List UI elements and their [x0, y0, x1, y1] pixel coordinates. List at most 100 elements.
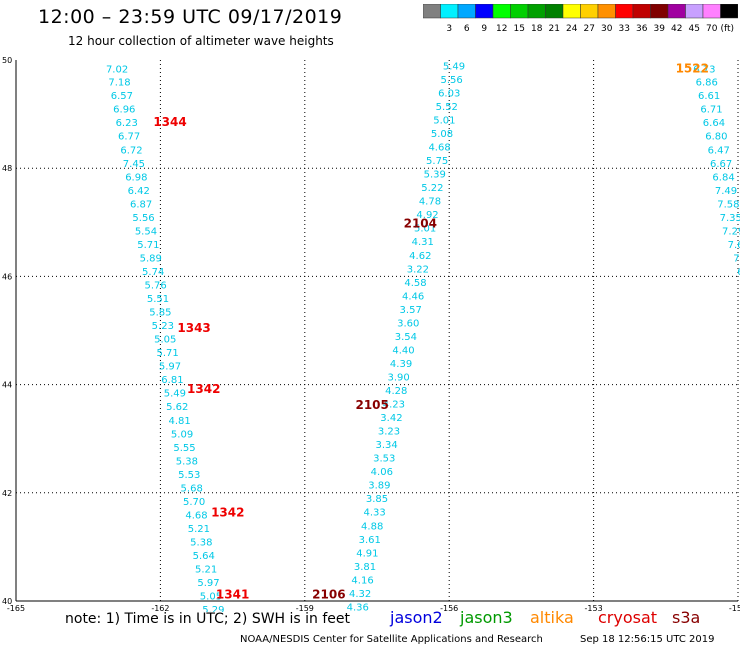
swh-value-label: 6.47	[708, 145, 730, 156]
swh-value-label: 5.08	[431, 129, 453, 140]
swh-value-label: 6.42	[128, 186, 150, 197]
swh-value-label: 4.68	[185, 510, 207, 521]
footer-note: note: 1) Time is in UTC; 2) SWH is in fe…	[65, 611, 351, 627]
swh-value-label: 4.62	[409, 251, 431, 262]
colorbar-label: 33	[619, 24, 630, 34]
swh-value-label: 5.49	[164, 389, 186, 400]
swh-value-label: 5.56	[132, 213, 154, 224]
pass-time-label: 1342	[211, 505, 244, 519]
swh-value-label: 3.34	[375, 440, 397, 451]
colorbar-label: 6	[464, 24, 470, 34]
x-tick-label: -165	[7, 604, 25, 612]
swh-value-label: 4.92	[416, 210, 438, 221]
generated-timestamp: Sep 18 12:56:15 UTC 2019	[580, 634, 715, 645]
swh-value-label: 3.60	[397, 318, 419, 329]
swh-value-label: 6.61	[698, 91, 720, 102]
swh-value-label: 5.29	[202, 605, 224, 612]
swh-value-label: 5.76	[144, 281, 166, 292]
pass-time-label: 1341	[216, 588, 249, 602]
swh-value-label: 5.51	[147, 294, 169, 305]
satellite-s3a: s3a	[672, 608, 701, 627]
swh-value-label: 3.90	[388, 372, 410, 383]
swh-value-label: 6.23	[116, 118, 138, 129]
colorbar-label: 15	[514, 24, 525, 34]
swh-value-label: 7.35	[720, 213, 740, 224]
pass-time-label: 1342	[187, 382, 220, 396]
colorbar-label: 70	[706, 24, 718, 34]
swh-value-label: 7.45	[123, 159, 145, 170]
swh-value-label: 3.85	[366, 494, 388, 505]
swh-value-label: 5.56	[440, 75, 462, 86]
swh-value-label: 5.75	[426, 156, 448, 167]
swh-value-label: 6.86	[696, 78, 718, 89]
satellite-altika: altika	[530, 608, 574, 627]
swh-value-label: 5.01	[433, 116, 455, 127]
swh-value-label: 5.70	[183, 497, 205, 508]
swh-value-label: 3.81	[354, 562, 376, 573]
colorbar-label: 3	[446, 24, 452, 34]
colorbar-label: 42	[671, 24, 682, 34]
swh-value-label: 3.89	[368, 481, 390, 492]
satellite-jason2: jason2	[390, 608, 443, 627]
pass-time-label: 2104	[404, 216, 437, 230]
map-plot: -165 -162 -159 -156 -153 -150 40 42 44 46 48 50 7.02…	[2, 56, 740, 612]
swh-value-label: 4.40	[392, 345, 414, 356]
swh-value-label: 5.22	[421, 183, 443, 194]
pass-time-label: 2106	[312, 588, 345, 602]
y-tick-label: 46	[2, 272, 12, 281]
swh-value-label: 6.72	[120, 145, 142, 156]
swh-value-label: 5.64	[193, 551, 215, 562]
swh-value-label: 4.46	[402, 291, 424, 302]
satellite-jason3: jason3	[460, 608, 513, 627]
swh-value-label: 5.89	[140, 253, 162, 264]
swh-value-label: 6.64	[703, 118, 725, 129]
swh-value-label: 5.39	[424, 170, 446, 181]
swh-value-label: 6.87	[130, 199, 152, 210]
swh-value-label: 5.97	[197, 578, 219, 589]
pass-time-label: 1343	[177, 321, 210, 335]
swh-value-label: 5.53	[178, 470, 200, 481]
page-subtitle: 12 hour collection of altimeter wave hei…	[68, 34, 334, 48]
satellite-cryosat: cryosat	[598, 608, 658, 627]
y-tick-label: 42	[2, 489, 12, 498]
colorbar-label: 30	[601, 24, 613, 34]
colorbar-label: 27	[584, 24, 595, 34]
credit-line: NOAA/NESDIS Center for Satellite Applica…	[240, 634, 543, 645]
swh-value-label: 5.85	[149, 308, 171, 319]
swh-value-label: 4.33	[363, 508, 385, 519]
swh-value-label: 7.49	[715, 186, 737, 197]
y-tick-label: 48	[2, 164, 12, 173]
swh-value-label: 5.21	[188, 524, 210, 535]
colorbar-label: 24	[566, 24, 578, 34]
swh-value-label: 6.81	[161, 375, 183, 386]
colorbar-label: (ft)	[720, 24, 734, 34]
swh-value-label: 5.38	[190, 537, 212, 548]
swh-value-label: 5.38	[176, 456, 198, 467]
swh-value-label: 6.57	[111, 91, 133, 102]
swh-value-label: 3.54	[395, 332, 417, 343]
swh-value-label: 4.06	[371, 467, 393, 478]
swh-value-label: 5.23	[152, 321, 174, 332]
swh-value-label: 6.80	[705, 132, 727, 143]
swh-value-label: 4.36	[347, 602, 369, 612]
swh-value-label: 4.31	[412, 237, 434, 248]
swh-value-label: 3.42	[380, 413, 402, 424]
y-tick-label: 44	[2, 381, 12, 390]
swh-value-label: 3.22	[407, 264, 429, 275]
swh-value-label: 4.32	[349, 589, 371, 600]
swh-value-label: 6.03	[438, 88, 460, 99]
swh-value-label: 7.58	[717, 199, 739, 210]
swh-value-label: 4.28	[385, 386, 407, 397]
swh-value-label: 6.73	[693, 65, 715, 76]
color-legend: 3 6 9 12 15 18 21 24 27 30 33 36 39 42 45 70 (ft)	[423, 4, 738, 34]
colorbar-label: 9	[481, 24, 487, 34]
swh-value-label: 3.23	[378, 427, 400, 438]
swh-value-label: 5.54	[135, 226, 157, 237]
swh-value-label: 5.62	[166, 402, 188, 413]
x-tick-label: -153	[585, 604, 603, 612]
swh-value-label: 4.81	[169, 416, 191, 427]
swh-value-label: 4.23	[383, 400, 405, 411]
x-tick-label: -162	[151, 604, 169, 612]
swh-value-label: 6.98	[125, 172, 147, 183]
swh-value-label: 4.68	[428, 143, 450, 154]
